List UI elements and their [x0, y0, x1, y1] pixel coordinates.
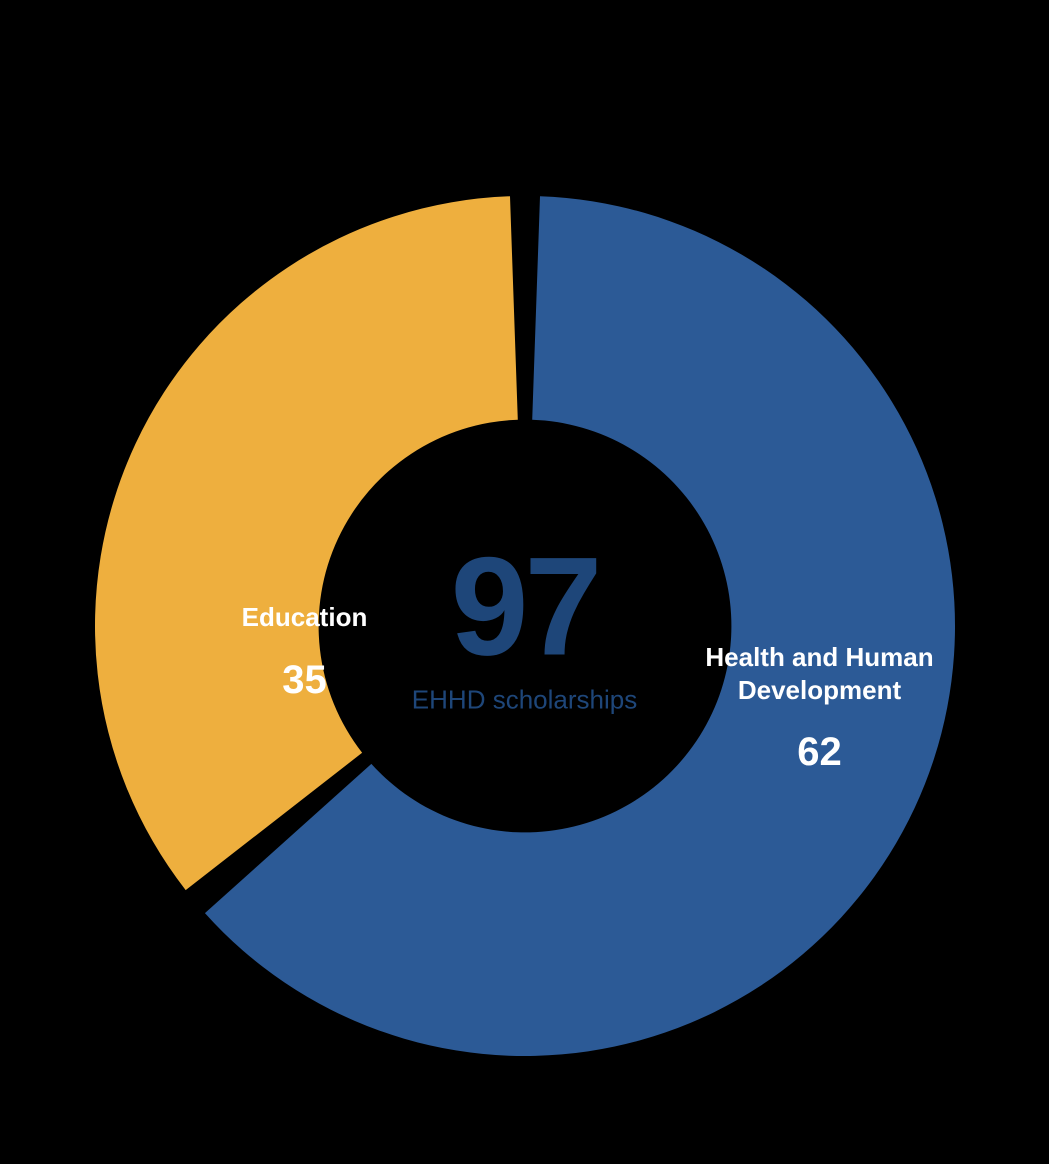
slice-value-education: 35 [215, 658, 395, 703]
slice-label-education: Education 35 [215, 601, 395, 703]
chart-center-text: 97 EHHD scholarships [412, 537, 637, 716]
slice-name-education: Education [215, 601, 395, 634]
center-total-label: EHHD scholarships [412, 685, 637, 716]
slice-name-hhd: Health and Human Development [705, 641, 935, 706]
donut-chart-container: 97 EHHD scholarships Education 35 Health… [85, 186, 965, 1066]
slice-value-hhd: 62 [705, 730, 935, 775]
center-total-value: 97 [412, 537, 637, 677]
slice-label-hhd: Health and Human Development 62 [705, 641, 935, 775]
